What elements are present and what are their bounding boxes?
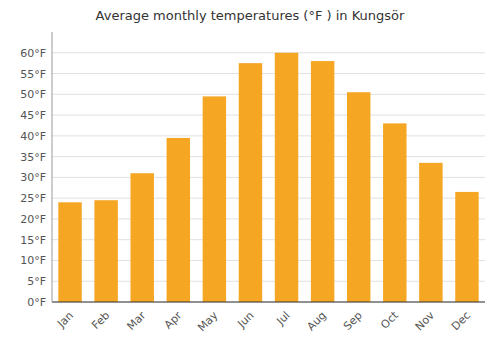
y-grid <box>52 53 485 302</box>
bar <box>130 173 153 302</box>
y-axis-line <box>52 32 53 302</box>
grid-line <box>52 302 485 303</box>
x-tick-label: Jul <box>273 309 292 328</box>
y-tick-label: 15°F <box>20 234 46 247</box>
grid-line <box>52 52 485 53</box>
grid-line <box>52 156 485 157</box>
x-axis-line <box>52 302 485 303</box>
y-tick-label: 60°F <box>20 47 46 60</box>
x-tick-label: Jan <box>54 309 76 331</box>
grid-line <box>52 135 485 136</box>
page: {"chart_data": {"type": "bar", "title": … <box>0 0 500 350</box>
bar <box>167 138 190 302</box>
bar <box>275 53 298 302</box>
x-tick-label: Feb <box>89 309 112 332</box>
y-tick-label: 45°F <box>20 109 46 122</box>
x-tick-label: May <box>195 309 221 335</box>
x-tick-label: Nov <box>413 309 438 334</box>
bar <box>94 200 117 302</box>
bar <box>383 123 406 302</box>
title: Average monthly temperatures (°F ) in Ku… <box>96 8 405 23</box>
x-tick-label: Sep <box>341 309 365 333</box>
y-tick-label: 25°F <box>20 192 46 205</box>
y-tick-label: 55°F <box>20 68 46 81</box>
x-tick-label: Jun <box>235 309 257 331</box>
grid-line <box>52 94 485 95</box>
y-tick-label: 30°F <box>20 171 46 184</box>
bar <box>419 163 442 302</box>
bar <box>455 192 478 302</box>
bar <box>347 92 370 302</box>
y-tick-label: 0°F <box>27 296 46 309</box>
y-tick-labels: 0°F 5°F 10°F 15°F 20°F 25°F 30°F 35°F 40°F 45°F 50… <box>20 47 46 309</box>
x-tick-labels: Jan Feb Mar Apr May Jun Jul Aug Sep Oct Nov Dec <box>54 308 473 334</box>
x-tick-label: Mar <box>124 309 148 333</box>
y-tick-label: 5°F <box>27 275 46 288</box>
chart: Average monthly temperatures (°F ) in Ku… <box>0 0 500 350</box>
y-tick-label: 35°F <box>20 151 46 164</box>
grid-line <box>52 73 485 74</box>
x-tick-label: Apr <box>162 309 185 332</box>
y-tick-label: 10°F <box>20 254 46 267</box>
y-tick-label: 50°F <box>20 88 46 101</box>
x-tick-label: Aug <box>304 309 328 333</box>
y-tick-label: 40°F <box>20 130 46 143</box>
x-tick-label: Dec <box>449 309 473 333</box>
bar <box>239 63 262 302</box>
bar <box>58 202 81 302</box>
bar <box>311 61 334 302</box>
bar <box>203 96 226 302</box>
y-tick-label: 20°F <box>20 213 46 226</box>
x-tick-label: Oct <box>378 308 401 331</box>
bars <box>58 53 478 302</box>
grid-line <box>52 115 485 116</box>
